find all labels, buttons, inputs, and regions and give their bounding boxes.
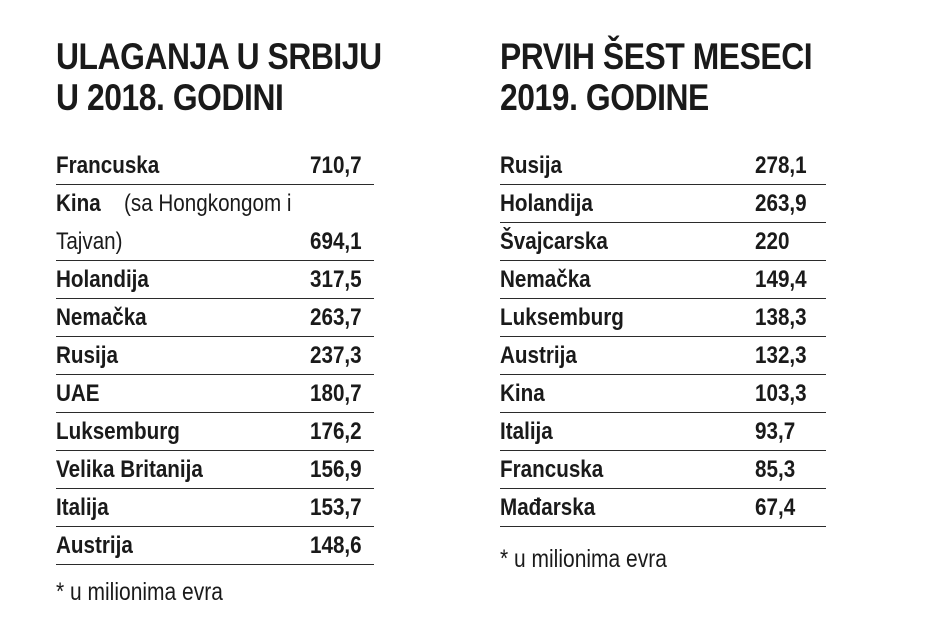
- investment-value: 149,4: [755, 266, 807, 293]
- title-line: ULAGANJA U SRBIJU: [56, 36, 382, 77]
- country-name: Holandija: [500, 190, 593, 217]
- table-row: Rusija 278,1: [500, 147, 826, 185]
- country-note: Tajvan): [56, 228, 123, 255]
- title-line: PRVIH ŠEST MESECI: [500, 36, 813, 77]
- table-row: Italija 153,7: [56, 489, 374, 527]
- country-name: Austrija: [56, 532, 133, 559]
- title-line: 2019. GODINE: [500, 77, 709, 118]
- country-name: Velika Britanija: [56, 456, 203, 483]
- investment-value: 237,3: [310, 342, 362, 369]
- country-name: Austrija: [500, 342, 577, 369]
- panel-2018: ULAGANJA U SRBIJU U 2018. GODINI Francus…: [56, 36, 382, 606]
- investment-value: 220: [755, 228, 790, 255]
- table-row: Kina (sa Hongkongom i Tajvan) 694,1: [56, 185, 374, 261]
- country-name: Kina: [56, 190, 101, 217]
- table-row: Luksemburg 176,2: [56, 413, 374, 451]
- title-line: U 2018. GODINI: [56, 77, 284, 118]
- investment-value: 694,1: [310, 228, 362, 255]
- table-row: UAE 180,7: [56, 375, 374, 413]
- country-name: UAE: [56, 380, 100, 407]
- footnote: * u milionima evra: [56, 578, 223, 606]
- panel-2019: PRVIH ŠEST MESECI 2019. GODINE Rusija 27…: [500, 36, 830, 573]
- country-note: (sa Hongkongom i: [124, 190, 292, 217]
- country-name: Francuska: [56, 152, 160, 179]
- table-row: Švajcarska 220: [500, 223, 826, 261]
- investment-value: 156,9: [310, 456, 362, 483]
- country-name: Italija: [500, 418, 553, 445]
- investment-table-2019: Rusija 278,1 Holandija 263,9 Švajcarska …: [500, 147, 826, 527]
- investment-value: 263,7: [310, 304, 362, 331]
- investment-value: 153,7: [310, 494, 362, 521]
- investment-value: 103,3: [755, 380, 807, 407]
- table-row: Holandija 263,9: [500, 185, 826, 223]
- table-row: Francuska 710,7: [56, 147, 374, 185]
- investment-value: 180,7: [310, 380, 362, 407]
- investment-value: 67,4: [755, 494, 796, 521]
- country-name: Nemačka: [500, 266, 591, 293]
- table-row: Nemačka 149,4: [500, 261, 826, 299]
- country-name: Rusija: [56, 342, 118, 369]
- investment-value: 317,5: [310, 266, 362, 293]
- table-row: Nemačka 263,7: [56, 299, 374, 337]
- investment-value: 132,3: [755, 342, 807, 369]
- table-row: Rusija 237,3: [56, 337, 374, 375]
- country-name: Italija: [56, 494, 109, 521]
- table-row: Luksemburg 138,3: [500, 299, 826, 337]
- country-name: Luksemburg: [500, 304, 624, 331]
- table-row: Italija 93,7: [500, 413, 826, 451]
- country-name: Holandija: [56, 266, 149, 293]
- country-name: Rusija: [500, 152, 562, 179]
- panel-title-2018: ULAGANJA U SRBIJU U 2018. GODINI: [56, 36, 382, 118]
- footnote: * u milionima evra: [500, 545, 667, 573]
- table-row: Velika Britanija 156,9: [56, 451, 374, 489]
- country-name: Kina: [500, 380, 545, 407]
- table-row: Francuska 85,3: [500, 451, 826, 489]
- investment-value: 710,7: [310, 152, 362, 179]
- table-row: Austrija 132,3: [500, 337, 826, 375]
- country-name: Francuska: [500, 456, 604, 483]
- investment-value: 138,3: [755, 304, 807, 331]
- table-row: Holandija 317,5: [56, 261, 374, 299]
- investment-value: 85,3: [755, 456, 796, 483]
- panel-title-2019: PRVIH ŠEST MESECI 2019. GODINE: [500, 36, 813, 118]
- investment-value: 263,9: [755, 190, 807, 217]
- table-row: Mađarska 67,4: [500, 489, 826, 527]
- country-name: Švajcarska: [500, 228, 608, 255]
- investment-value: 176,2: [310, 418, 362, 445]
- table-row: Austrija 148,6: [56, 527, 374, 565]
- investment-value: 278,1: [755, 152, 807, 179]
- table-row: Kina 103,3: [500, 375, 826, 413]
- country-name: Luksemburg: [56, 418, 180, 445]
- investment-value: 148,6: [310, 532, 362, 559]
- country-name: Nemačka: [56, 304, 147, 331]
- country-name: Mađarska: [500, 494, 596, 521]
- investment-value: 93,7: [755, 418, 796, 445]
- investment-table-2018: Francuska 710,7 Kina (sa Hongkongom i Ta…: [56, 147, 374, 565]
